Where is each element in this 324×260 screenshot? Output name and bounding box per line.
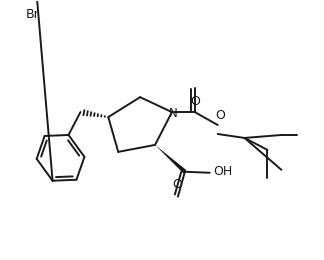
Text: OH: OH	[214, 165, 233, 178]
Text: Br: Br	[26, 8, 40, 21]
Polygon shape	[155, 145, 186, 173]
Text: N: N	[168, 107, 177, 120]
Text: O: O	[172, 178, 182, 191]
Text: O: O	[190, 95, 200, 108]
Text: O: O	[215, 109, 225, 122]
